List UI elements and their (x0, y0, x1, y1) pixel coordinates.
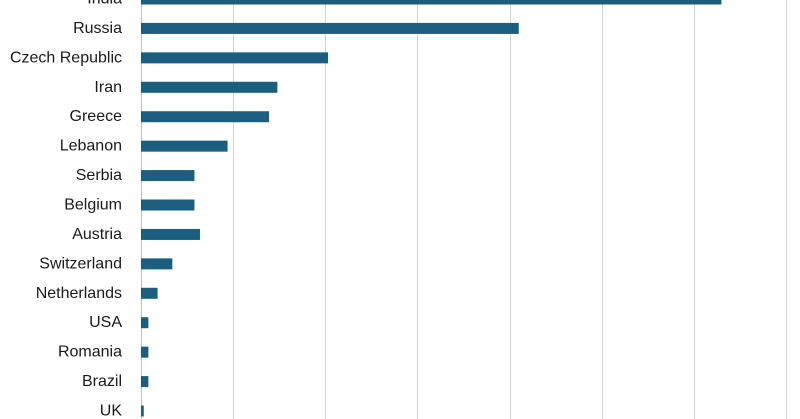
category-label-austria: Austria (72, 226, 122, 243)
bar-iran (141, 81, 278, 93)
bar-usa (141, 317, 149, 329)
bar-brazil (141, 376, 149, 388)
category-label-lebanon: Lebanon (60, 138, 122, 155)
category-label-greece: Greece (70, 108, 123, 125)
category-label-iran: Iran (94, 79, 122, 96)
bar-belgium (141, 199, 195, 211)
category-label-netherlands: Netherlands (36, 285, 122, 302)
category-label-usa: USA (89, 314, 122, 331)
category-label-serbia: Serbia (76, 167, 122, 184)
bar-czech-republic (141, 52, 329, 64)
category-label-belgium: Belgium (64, 197, 122, 214)
category-label-romania: Romania (58, 344, 122, 361)
bar-serbia (141, 170, 195, 182)
category-label-switzerland: Switzerland (39, 255, 122, 272)
bar-lebanon (141, 140, 228, 152)
bar-greece (141, 111, 270, 123)
bar-netherlands (141, 287, 158, 299)
category-labels: India Russia Czech Republic Iran Greece Leban… (10, 0, 122, 419)
gridlines (141, 0, 787, 419)
category-label-brazil: Brazil (82, 373, 122, 390)
category-label-india: India (87, 0, 122, 8)
bar-romania (141, 346, 149, 358)
bar-austria (141, 228, 200, 240)
bar-russia (141, 22, 519, 34)
category-label-russia: Russia (73, 20, 122, 37)
bar-uk (141, 405, 144, 417)
bars (141, 0, 722, 417)
category-label-czech-republic: Czech Republic (10, 49, 122, 66)
category-label-uk: UK (100, 403, 123, 419)
bar-switzerland (141, 258, 173, 270)
bar-india (141, 0, 722, 5)
